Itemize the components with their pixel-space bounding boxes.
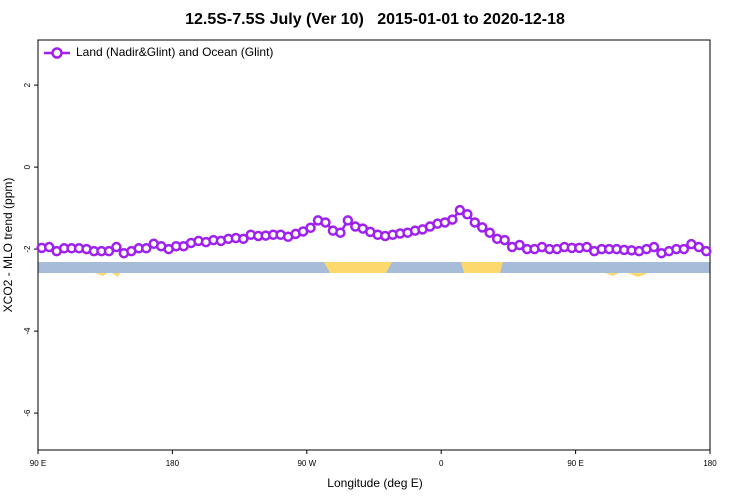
data-point [342, 215, 354, 226]
data-point [484, 227, 495, 238]
land [461, 262, 503, 273]
chart-title: 12.5S-7.5S July (Ver 10) 2015-01-01 to 2… [185, 11, 565, 28]
x-tick-label: 90 W [297, 459, 316, 468]
y-tick-label: -6 [23, 409, 32, 417]
y-tick-label: -4 [23, 327, 32, 335]
y-tick-label: -2 [23, 245, 32, 253]
data-point [141, 243, 152, 254]
x-tick-label: 180 [703, 459, 717, 468]
data-point [469, 217, 481, 228]
land [95, 273, 648, 277]
data-point [581, 241, 593, 253]
data-point [43, 241, 55, 253]
data-point [693, 241, 705, 253]
data-point [320, 217, 331, 228]
x-tick-label: 0 [439, 459, 444, 468]
y-tick-label: 2 [23, 82, 32, 87]
x-tick-label: 90 E [567, 459, 583, 468]
x-tick-label: 180 [166, 459, 180, 468]
data-point [238, 233, 249, 245]
data-point [111, 241, 122, 253]
data-point [477, 222, 488, 233]
data-point [462, 209, 473, 220]
data-point [678, 243, 690, 255]
data-point [335, 227, 346, 238]
data-point [454, 204, 466, 216]
map-strip [38, 262, 710, 277]
x-tick-label: 90 E [30, 459, 46, 468]
data-point [499, 234, 510, 246]
legend-marker [51, 47, 63, 59]
data-point [305, 222, 316, 234]
y-axis-label: XCO2 - MLO trend (ppm) [1, 178, 15, 313]
data-point [701, 245, 712, 257]
land [324, 262, 392, 273]
data-point [648, 241, 660, 253]
x-axis-label: Longitude (deg E) [327, 476, 422, 490]
data-point [103, 245, 115, 257]
y-tick-label: 0 [23, 164, 32, 169]
data-point [514, 239, 525, 251]
data-point [447, 214, 458, 225]
legend-label: Land (Nadir&Glint) and Ocean (Glint) [76, 45, 273, 59]
